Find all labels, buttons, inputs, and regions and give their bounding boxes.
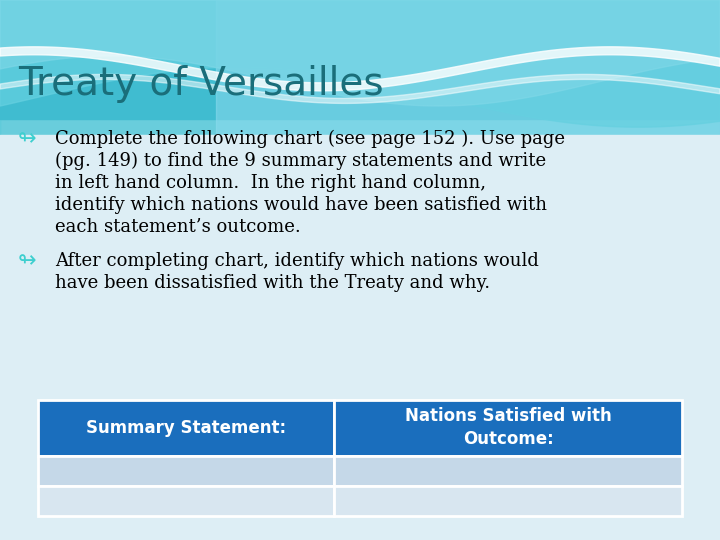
Bar [38,456,334,485]
Text: ↬: ↬ [18,130,37,150]
Bar [334,485,682,516]
Text: Summary Statement:: Summary Statement: [86,418,286,437]
Bar [334,400,682,456]
Bar [38,485,334,516]
Text: Complete the following chart (see page 152 ). Use page: Complete the following chart (see page 1… [55,130,565,148]
Text: Nations Satisfied with
Outcome:: Nations Satisfied with Outcome: [405,407,611,448]
Text: ↬: ↬ [18,252,37,272]
Text: After completing chart, identify which nations would: After completing chart, identify which n… [55,252,539,269]
Text: identify which nations would have been satisfied with: identify which nations would have been s… [55,195,547,214]
Bar [38,400,334,456]
Text: (pg. 149) to find the 9 summary statements and write: (pg. 149) to find the 9 summary statemen… [55,152,546,170]
Text: each statement’s outcome.: each statement’s outcome. [55,218,301,235]
Text: have been dissatisfied with the Treaty and why.: have been dissatisfied with the Treaty a… [55,274,490,292]
Text: Treaty of Versailles: Treaty of Versailles [18,65,384,103]
Text: in left hand column.  In the right hand column,: in left hand column. In the right hand c… [55,173,486,192]
Bar [334,456,682,485]
